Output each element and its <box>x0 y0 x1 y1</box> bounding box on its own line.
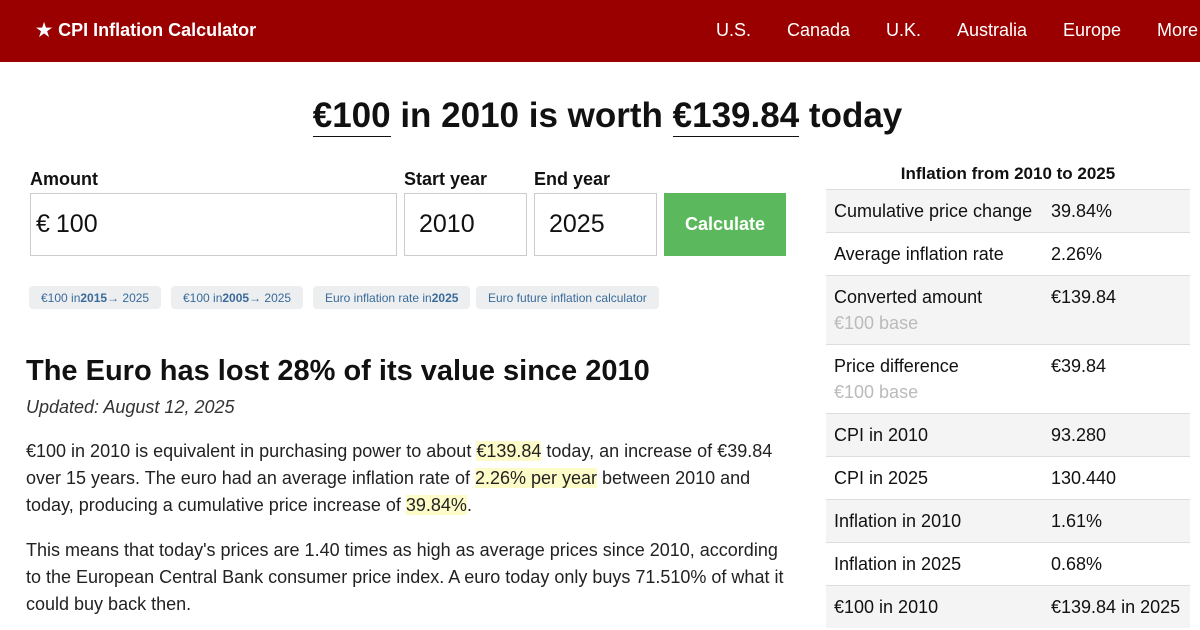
related-link-future-calculator[interactable]: Euro future inflation calculator <box>476 286 659 309</box>
chip-text: Euro inflation rate in <box>325 290 432 305</box>
brand-link[interactable]: ★ CPI Inflation Calculator <box>36 20 256 41</box>
headline-end: today <box>799 96 903 135</box>
summary-label-cell: Inflation in 2010 <box>826 499 1043 543</box>
summary-sublabel: €100 base <box>834 313 919 333</box>
end-year-label: End year <box>534 169 611 189</box>
end-year-select[interactable]: 2025 <box>534 193 657 256</box>
paragraph-text: today, an increase of €39.84 over 15 yea… <box>26 441 773 488</box>
highlighted-rate: 2.26% per year <box>474 468 598 488</box>
top-navigation-bar: ★ CPI Inflation Calculator U.S. Canada U.… <box>0 0 1200 62</box>
article-title: The Euro has lost 28% of its value since… <box>26 355 650 387</box>
euro-currency-symbol: € <box>36 210 50 238</box>
chip-year: 2025 <box>431 290 459 305</box>
summary-value: 2.26% <box>1043 232 1190 276</box>
amount-input-value: 100 <box>55 210 98 238</box>
summary-label-cell: CPI in 2025 <box>826 456 1043 500</box>
chip-text: Euro future inflation calculator <box>488 290 647 305</box>
star-icon: ★ <box>36 20 53 40</box>
related-link-2005[interactable]: €100 in 2005 → 2025 <box>171 286 304 309</box>
summary-value: €139.84 <box>1043 275 1190 345</box>
inflation-summary-title: Inflation from 2010 to 2025 <box>900 164 1116 183</box>
inflation-summary-table: Cumulative price change 39.84% Average inf… <box>826 189 1190 628</box>
summary-value: €39.84 <box>1043 344 1190 414</box>
summary-value: 0.68% <box>1043 542 1190 586</box>
summary-label: Inflation in 2010 <box>834 511 962 531</box>
start-year-select[interactable]: 2010 <box>404 193 527 256</box>
summary-label-cell: €100 in 2010 <box>826 585 1043 628</box>
page-headline: €100 in 2010 is worth €139.84 today <box>0 96 1200 137</box>
highlighted-percent: 39.84% <box>405 495 467 515</box>
related-link-inflation-rate[interactable]: Euro inflation rate in 2025 <box>313 286 471 309</box>
summary-row: Inflation in 2010 1.61% <box>826 499 1190 543</box>
highlighted-value: €139.84 <box>476 441 542 461</box>
calculate-button[interactable]: Calculate <box>664 193 786 256</box>
summary-row: €100 in 2010 €139.84 in 2025 <box>826 585 1190 628</box>
nav-link-us[interactable]: U.S. <box>716 20 752 40</box>
nav-link-europe[interactable]: Europe <box>1063 20 1122 40</box>
summary-value: 1.61% <box>1043 499 1190 543</box>
chip-year: 2015 <box>80 290 108 305</box>
summary-label: Converted amount <box>834 287 983 307</box>
summary-value: 93.280 <box>1043 413 1190 457</box>
summary-label-cell: Inflation in 2025 <box>826 542 1043 586</box>
summary-row: Cumulative price change 39.84% <box>826 189 1190 233</box>
amount-input[interactable]: € 100 <box>30 193 397 256</box>
summary-sublabel: €100 base <box>834 382 919 402</box>
updated-date: Updated: August 12, 2025 <box>26 397 235 417</box>
nav-link-more[interactable]: More <box>1157 20 1199 40</box>
summary-row: Average inflation rate 2.26% <box>826 232 1190 276</box>
summary-row: Inflation in 2025 0.68% <box>826 542 1190 586</box>
summary-value: 39.84% <box>1043 189 1190 233</box>
summary-label: Average inflation rate <box>834 244 1004 264</box>
nav-link-canada[interactable]: Canada <box>787 20 851 40</box>
summary-label: €100 in 2010 <box>834 597 939 617</box>
summary-label-cell: Cumulative price change <box>826 189 1043 233</box>
explanation-paragraph: This means that today's prices are 1.40 … <box>26 540 784 614</box>
start-year-value: 2010 <box>419 210 475 238</box>
summary-row: CPI in 2010 93.280 <box>826 413 1190 457</box>
nav-link-uk[interactable]: U.K. <box>886 20 922 40</box>
amount-label: Amount <box>30 169 98 189</box>
end-year-value: 2025 <box>549 210 605 238</box>
chip-text: €100 in <box>183 290 223 305</box>
summary-label: Cumulative price change <box>834 201 1033 221</box>
chip-text: €100 in <box>41 290 81 305</box>
summary-row: CPI in 2025 130.440 <box>826 456 1190 500</box>
related-link-2015[interactable]: €100 in 2015 → 2025 <box>29 286 162 309</box>
headline-middle: in 2010 is worth <box>390 96 673 135</box>
headline-value[interactable]: €139.84 <box>672 96 800 137</box>
summary-row: Price difference €100 base €39.84 <box>826 344 1190 414</box>
summary-label-cell: Converted amount €100 base <box>826 275 1043 345</box>
start-year-label: Start year <box>404 169 488 189</box>
summary-label: CPI in 2025 <box>834 468 929 488</box>
chip-text: → 2025 <box>107 290 150 305</box>
summary-row: Converted amount €100 base €139.84 <box>826 275 1190 345</box>
summary-label: Inflation in 2025 <box>834 554 962 574</box>
summary-label-cell: Average inflation rate <box>826 232 1043 276</box>
summary-label: Price difference <box>834 356 959 376</box>
summary-label: CPI in 2010 <box>834 425 929 445</box>
summary-paragraph: €100 in 2010 is equivalent in purchasing… <box>26 438 791 519</box>
paragraph-text: . <box>466 495 472 515</box>
summary-value: €139.84 in 2025 <box>1043 585 1190 628</box>
summary-label-cell: CPI in 2010 <box>826 413 1043 457</box>
summary-label-cell: Price difference €100 base <box>826 344 1043 414</box>
chip-text: → 2025 <box>249 290 292 305</box>
summary-value: 130.440 <box>1043 456 1190 500</box>
paragraph-text: between 2010 and today, producing a cumu… <box>26 468 751 515</box>
nav-link-australia[interactable]: Australia <box>957 20 1028 40</box>
paragraph-text: €100 in 2010 is equivalent in purchasing… <box>26 441 477 461</box>
chip-year: 2005 <box>222 290 250 305</box>
headline-amount[interactable]: €100 <box>312 96 391 137</box>
brand-label: CPI Inflation Calculator <box>58 20 257 40</box>
